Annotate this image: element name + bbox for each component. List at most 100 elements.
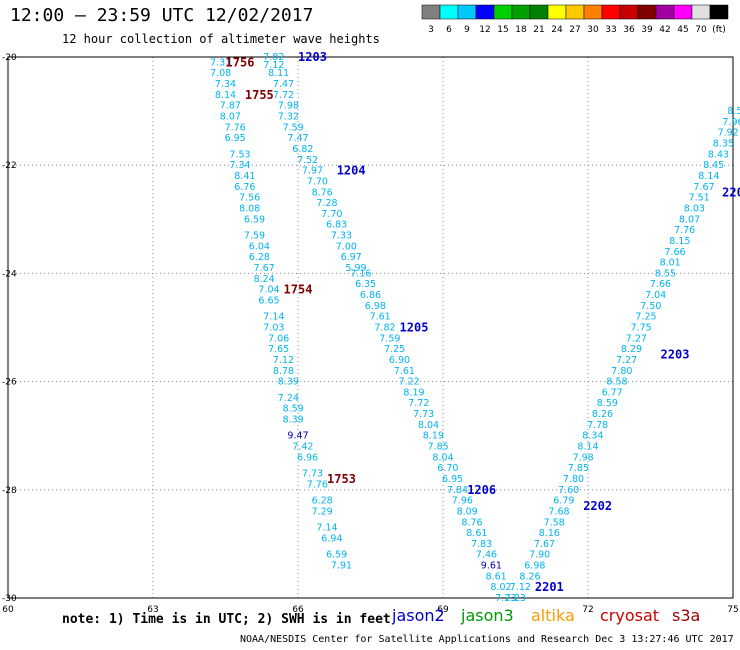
footer-credit: NOAA/NESDIS Center for Satellite Applica…: [240, 634, 734, 645]
swh-value: 7.70: [321, 209, 342, 220]
swh-value: 6.96: [297, 452, 318, 463]
swh-value: 6.28: [312, 496, 333, 507]
pass-time-label: 2202: [583, 499, 612, 513]
swh-value: 7.16: [350, 268, 371, 279]
swh-value: 8.41: [234, 171, 255, 182]
pass-time-label: 1206: [467, 483, 496, 497]
x-tick-label: 75: [727, 605, 738, 615]
x-tick-label: 69: [437, 605, 449, 615]
swh-value: 8.39: [283, 414, 304, 425]
y-tick-label: -30: [2, 594, 17, 604]
y-tick-label: -28: [2, 486, 17, 496]
swh-value: 7.25: [635, 312, 656, 323]
swh-value: 7.03: [263, 323, 284, 334]
swh-value: 8.43: [708, 149, 729, 160]
swh-value: 7.46: [476, 550, 497, 561]
swh-value: 7.73: [302, 469, 323, 480]
swh-value: 7.12: [273, 355, 294, 366]
colorbar-swatch: [565, 4, 585, 20]
swh-value: 7.00: [336, 241, 357, 252]
colorbar-label: 9: [464, 25, 470, 35]
swh-value: 8.39: [278, 377, 299, 388]
colorbar-swatch: [457, 4, 477, 20]
satellite-legend-s3a: s3a: [672, 606, 701, 625]
swh-value: 7.24: [278, 393, 299, 404]
satellite-legend-jason2: jason2: [392, 606, 445, 625]
swh-value: 8.45: [703, 160, 724, 171]
swh-value: 7.52: [297, 155, 318, 166]
swh-value: 8.29: [621, 344, 642, 355]
swh-value: 7.92: [718, 128, 739, 139]
swh-value: 7.68: [548, 506, 569, 517]
swh-value: 8.02: [490, 582, 511, 593]
swh-value: 7.58: [544, 517, 565, 528]
swh-value: 8.07: [220, 112, 241, 123]
swh-value: 7.61: [370, 312, 391, 323]
x-tick-label: 63: [147, 605, 158, 615]
swh-value: 6.77: [602, 387, 623, 398]
footer-note: note: 1) Time is in UTC; 2) SWH is in fe…: [62, 612, 391, 627]
swh-value: 6.86: [360, 290, 381, 301]
plot-frame: [7, 56, 734, 599]
colorbar-swatch: [529, 4, 549, 20]
swh-value: 6.94: [321, 533, 342, 544]
swh-value: 6.90: [389, 355, 410, 366]
swh-value: 7.22: [399, 377, 420, 388]
swh-value: 7.72: [408, 398, 429, 409]
swh-value: 8.52: [727, 106, 740, 117]
swh-value: 7.23: [505, 593, 526, 604]
swh-value: 7.12: [510, 582, 531, 593]
swh-value: 8.04: [418, 420, 439, 431]
swh-value: 7.56: [239, 193, 260, 204]
colorbar-label: 24: [551, 25, 563, 35]
swh-value: 7.34: [229, 160, 250, 171]
swh-value: 7.96: [722, 117, 740, 128]
pass-time-label: 220: [722, 185, 740, 199]
colorbar-swatch: [655, 4, 675, 20]
swh-value: 6.79: [553, 496, 574, 507]
swh-value: 7.61: [394, 366, 415, 377]
swh-value: 8.14: [215, 90, 236, 101]
swh-value: 7.67: [254, 263, 275, 274]
colorbar-label: 3: [428, 25, 434, 35]
swh-value: 8.59: [597, 398, 618, 409]
swh-value: 7.91: [331, 561, 352, 572]
swh-value: 7.60: [558, 485, 579, 496]
colorbar-label: 18: [515, 25, 527, 35]
chart-title: 12:00 – 23:59 UTC 12/02/2017: [10, 5, 314, 26]
swh-value: 6.97: [341, 252, 362, 263]
swh-value: 7.76: [674, 225, 695, 236]
swh-value: 7.53: [229, 149, 250, 160]
pass-time-label: 1204: [337, 164, 366, 178]
swh-value: 6.82: [292, 144, 313, 155]
pass-time-label: 1205: [400, 321, 429, 335]
swh-value: 7.83: [471, 539, 492, 550]
swh-value: 6.95: [225, 133, 246, 144]
colorbar-label: 36: [623, 25, 635, 35]
swh-value: 9.61: [481, 561, 502, 572]
swh-value: 7.76: [225, 122, 246, 133]
y-tick-label: -22: [2, 161, 17, 171]
swh-value: 7.51: [689, 193, 710, 204]
colorbar-label: (ft): [712, 25, 726, 35]
swh-value: 7.82: [374, 323, 395, 334]
colorbar-swatch: [511, 4, 531, 20]
swh-value: 7.76: [307, 479, 328, 490]
swh-value: 7.08: [210, 68, 231, 79]
swh-value: 7.98: [573, 452, 594, 463]
swh-value: 7.33: [331, 231, 352, 242]
colorbar-label: 70: [695, 25, 707, 35]
swh-value: 7.80: [611, 366, 632, 377]
swh-value: 7.67: [534, 539, 555, 550]
swh-value: 7.29: [312, 506, 333, 517]
colorbar-swatch: [691, 4, 711, 20]
swh-value: 7.97: [302, 166, 323, 177]
colorbar-swatch: [583, 4, 603, 20]
swh-value: 7.47: [273, 79, 294, 90]
swh-value: 6.59: [326, 550, 347, 561]
swh-value: 8.03: [684, 203, 705, 214]
swh-value: 8.76: [461, 517, 482, 528]
colorbar-swatch: [547, 4, 567, 20]
swh-value: 7.75: [631, 323, 652, 334]
swh-value: 7.14: [316, 523, 337, 534]
